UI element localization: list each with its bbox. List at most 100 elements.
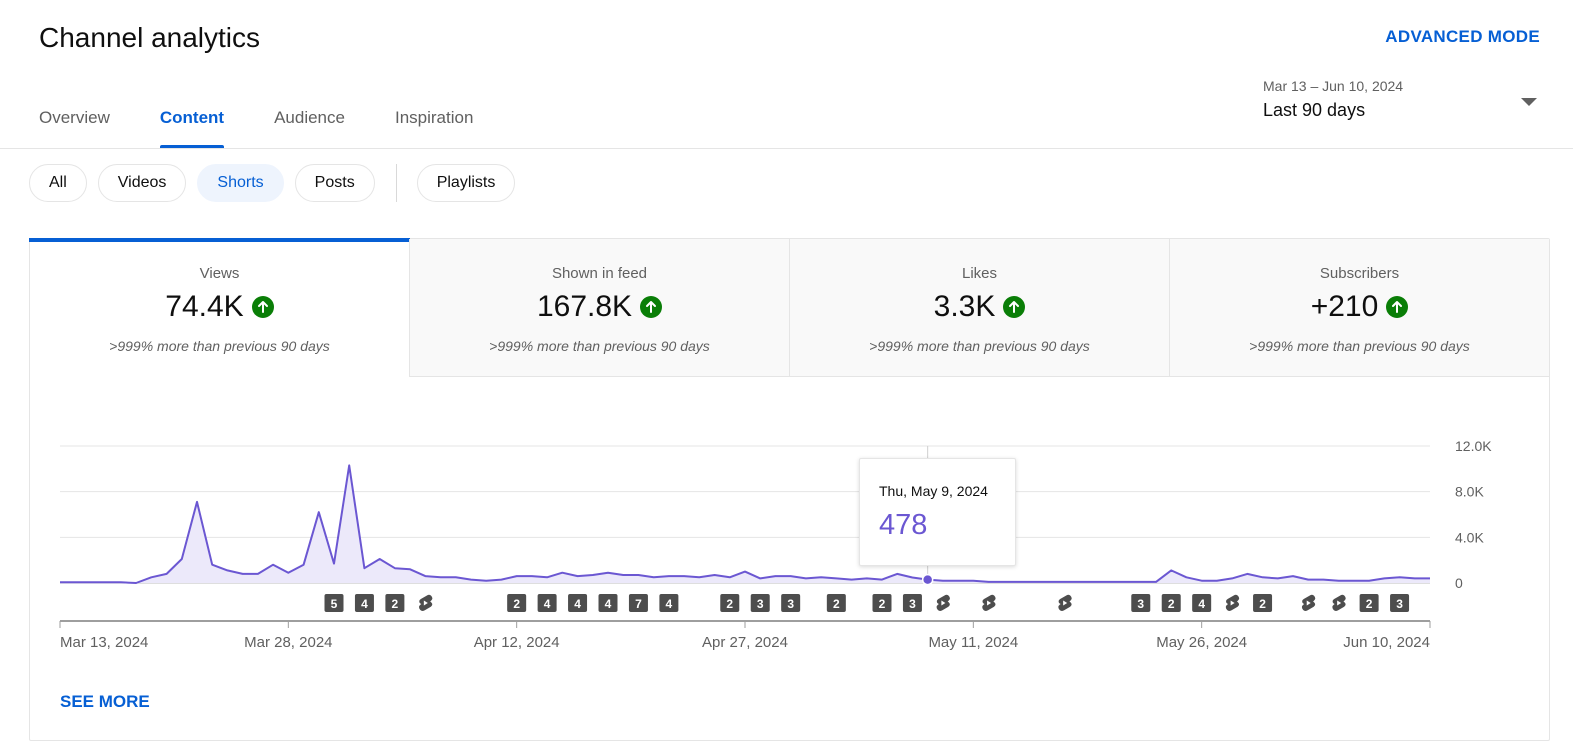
publish-marker-badge xyxy=(1161,594,1181,612)
publish-marker-badge xyxy=(1390,594,1410,612)
x-tick-label: May 26, 2024 xyxy=(1156,634,1247,651)
publish-marker-badge xyxy=(507,594,527,612)
caret-down-icon xyxy=(1521,98,1537,106)
shorts-icon xyxy=(936,594,950,611)
publish-marker-count: 4 xyxy=(574,597,581,611)
date-range-preset: Last 90 days xyxy=(1263,100,1366,120)
chip-shorts[interactable]: Shorts xyxy=(197,164,284,202)
publish-marker-badge xyxy=(1131,594,1151,612)
publish-marker-count: 5 xyxy=(331,597,338,611)
arrow-up-icon xyxy=(1003,296,1026,318)
publish-marker-count: 4 xyxy=(1198,597,1205,611)
series-line xyxy=(60,464,1430,584)
shorts-icon xyxy=(982,594,996,611)
hover-point xyxy=(921,573,934,586)
publish-marker-count: 3 xyxy=(757,597,764,611)
x-tick-label: Apr 27, 2024 xyxy=(702,634,788,651)
metric-tabs: Views 74.4K >999% more than previous 90 … xyxy=(29,238,1549,377)
tab-inspiration[interactable]: Inspiration xyxy=(394,108,474,127)
chip-videos[interactable]: Videos xyxy=(97,164,187,202)
shorts-icon-play xyxy=(423,600,428,606)
arrow-up-icon xyxy=(1386,296,1409,318)
metric-value: 167.8K xyxy=(536,290,633,323)
publish-marker-badge xyxy=(324,594,344,612)
shorts-icon xyxy=(1058,594,1072,611)
shorts-icon-play xyxy=(1230,600,1235,606)
publish-marker-count: 2 xyxy=(1259,597,1266,611)
publish-marker-badge xyxy=(1253,594,1273,612)
views-line-chart[interactable]: 12.0K 8.0K 4.0K 0 5 4 2 2 4 4 4 7 4 2 3 3 2 2 3 3 2 4 2 2 3 Mar 1… xyxy=(0,0,1573,680)
publish-marker-badge xyxy=(659,594,679,612)
publish-marker-count: 4 xyxy=(605,597,612,611)
chip-posts[interactable]: Posts xyxy=(294,164,375,202)
metric-label: Subscribers xyxy=(1319,265,1400,282)
metric-shown-in-feed[interactable]: Shown in feed 167.8K >999% more than pre… xyxy=(409,239,789,377)
content-filter-chips: All Videos Shorts Posts Playlists xyxy=(29,164,526,202)
publish-marker-badge xyxy=(750,594,770,612)
chip-divider xyxy=(395,164,397,202)
chip-playlists[interactable]: Playlists xyxy=(416,164,516,202)
tooltip-date: Thu, May 9, 2024 xyxy=(879,483,988,499)
see-more-button[interactable]: SEE MORE xyxy=(60,692,150,711)
tooltip-value: 478 xyxy=(879,509,928,541)
arrow-up-icon xyxy=(251,296,274,318)
metric-comparison: >999% more than previous 90 days xyxy=(489,338,710,354)
metric-label: Views xyxy=(199,265,240,282)
date-range-selector[interactable]: Mar 13 – Jun 10, 2024 Last 90 days xyxy=(1263,78,1543,128)
publish-marker-count: 2 xyxy=(1168,597,1175,611)
y-tick-label: 8.0K xyxy=(1455,484,1484,500)
metric-views[interactable]: Views 74.4K >999% more than previous 90 … xyxy=(29,238,410,377)
shorts-icon xyxy=(418,594,433,611)
publish-marker-badge xyxy=(1192,594,1212,612)
chip-all[interactable]: All xyxy=(29,164,87,202)
y-tick-label: 12.0K xyxy=(1455,438,1492,454)
publish-marker-badge xyxy=(628,594,648,612)
x-tick-label: Jun 10, 2024 xyxy=(1343,634,1430,651)
publish-marker-count: 7 xyxy=(635,597,642,611)
publish-marker-count: 3 xyxy=(909,597,916,611)
shorts-icon-play xyxy=(941,600,946,606)
tab-bar: Overview Content Audience Inspiration xyxy=(39,96,473,148)
x-tick-label: May 11, 2024 xyxy=(928,634,1018,651)
shorts-icon xyxy=(1225,594,1240,611)
metric-label: Likes xyxy=(961,265,998,282)
publish-marker-count: 4 xyxy=(361,597,368,611)
metric-value: 3.3K xyxy=(933,290,996,323)
tab-content[interactable]: Content xyxy=(159,96,225,148)
tab-overview[interactable]: Overview xyxy=(39,108,110,127)
shorts-icon-play xyxy=(987,600,992,606)
metric-comparison: >999% more than previous 90 days xyxy=(869,338,1090,354)
publish-marker-count: 3 xyxy=(787,597,794,611)
tab-audience[interactable]: Audience xyxy=(274,108,345,127)
metric-likes[interactable]: Likes 3.3K >999% more than previous 90 d… xyxy=(789,239,1169,377)
arrow-up-icon xyxy=(640,296,663,318)
publish-marker-badge xyxy=(826,594,846,612)
publish-marker-badge xyxy=(385,594,405,612)
chart-tooltip: Thu, May 9, 2024 478 xyxy=(859,458,1016,566)
publish-marker-count: 2 xyxy=(1366,597,1373,611)
shorts-icon-play xyxy=(1306,600,1311,606)
publish-marker-count: 2 xyxy=(726,597,733,611)
publish-marker-badge xyxy=(598,594,618,612)
publish-marker-badge xyxy=(537,594,557,612)
metric-comparison: >999% more than previous 90 days xyxy=(1249,338,1470,354)
publish-marker-badge xyxy=(872,594,892,612)
shorts-icon-play xyxy=(1337,600,1342,606)
publish-marker-count: 2 xyxy=(392,597,399,611)
publish-marker-count: 3 xyxy=(1396,597,1403,611)
publish-marker-badge xyxy=(1359,594,1379,612)
metric-comparison: >999% more than previous 90 days xyxy=(109,338,330,354)
publish-marker-badge xyxy=(720,594,740,612)
publish-marker-count: 4 xyxy=(666,597,673,611)
shorts-icon-play xyxy=(1063,600,1068,606)
publish-marker-badge xyxy=(354,594,374,612)
advanced-mode-button[interactable]: ADVANCED MODE xyxy=(1385,27,1540,46)
page-title: Channel analytics xyxy=(39,22,261,53)
metric-subscribers[interactable]: Subscribers +210 >999% more than previou… xyxy=(1169,239,1549,377)
publish-marker-count: 4 xyxy=(544,597,551,611)
y-tick-label: 0 xyxy=(1455,575,1463,591)
x-tick-label: Mar 13, 2024 xyxy=(60,634,148,651)
shorts-icon xyxy=(1301,594,1316,611)
publish-marker-badge xyxy=(902,594,922,612)
analytics-card: Views 74.4K >999% more than previous 90 … xyxy=(29,238,1550,741)
